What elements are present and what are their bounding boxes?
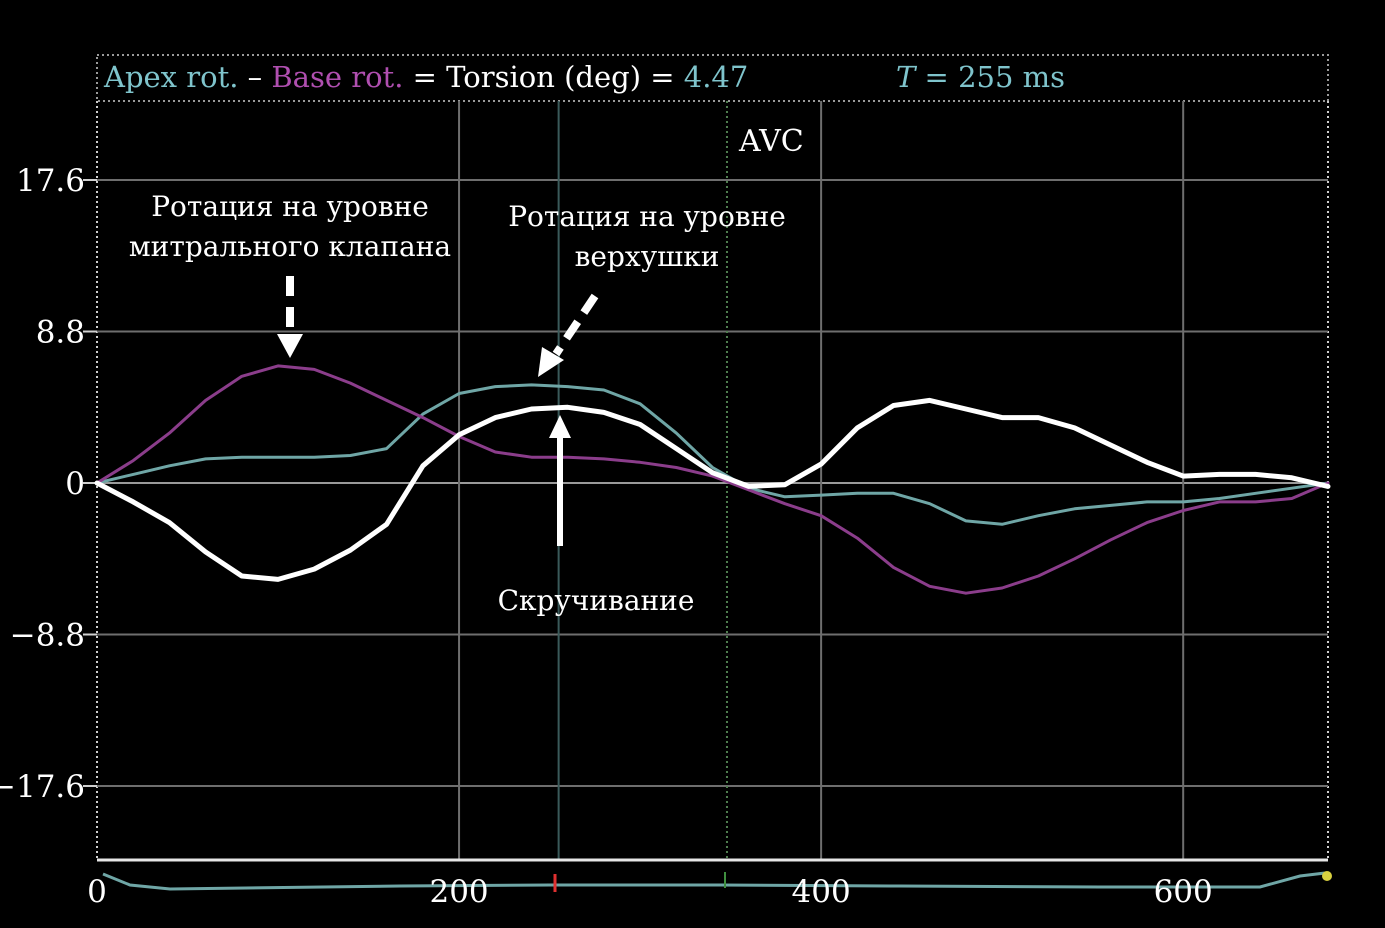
series-line-base xyxy=(95,364,1330,595)
legend-torsion-value: 4.47 xyxy=(684,60,749,94)
avc-label: AVC xyxy=(738,124,804,159)
header-legend: Apex rot. – Base rot. = Torsion (deg) = … xyxy=(103,60,748,94)
legend-base: Base rot. xyxy=(271,60,403,94)
grid xyxy=(83,101,1328,860)
annotation-apex-line1: Ротация на уровне xyxy=(508,200,786,233)
x-tick-label-3: 600 xyxy=(1154,874,1213,910)
arrow-twist xyxy=(549,415,571,546)
time-value: = 255 ms xyxy=(915,60,1065,94)
x-tick-label-2: 400 xyxy=(792,874,851,910)
arrow-base-dashed xyxy=(277,276,303,358)
annotation-base-line1: Ротация на уровне xyxy=(151,190,429,223)
y-tick-label-0: 17.6 xyxy=(16,163,85,199)
series-line-torsion xyxy=(94,397,1331,582)
x-tick-label-1: 200 xyxy=(429,874,488,910)
annotation-base-line2: митрального клапана xyxy=(129,230,451,263)
legend-apex: Apex rot. xyxy=(103,60,238,94)
x-tick-label-0: 0 xyxy=(87,874,107,910)
series-group xyxy=(94,364,1331,595)
y-tick-label-4: −17.6 xyxy=(0,769,85,805)
annotation-apex-line2: верхушки xyxy=(575,240,720,273)
series-line-apex xyxy=(95,383,1330,526)
header-time: T = 255 ms xyxy=(896,60,1065,94)
mini-end-marker xyxy=(1322,871,1332,881)
arrow-apex-dashed xyxy=(538,293,599,377)
mini-trace xyxy=(102,871,1326,891)
y-tick-label-3: −8.8 xyxy=(10,618,85,654)
annotation-twist: Скручивание xyxy=(498,584,695,617)
time-label: T xyxy=(896,60,918,94)
legend-dash: – xyxy=(238,60,271,94)
y-tick-label-1: 8.8 xyxy=(36,315,85,351)
tick-labels: 17.6 8.8 0 −8.8 −17.6 0 200 400 600 xyxy=(0,163,1213,910)
y-tick-label-2: 0 xyxy=(65,466,85,502)
legend-torsion: = Torsion (deg) = xyxy=(403,60,683,94)
header-box xyxy=(96,54,1329,102)
